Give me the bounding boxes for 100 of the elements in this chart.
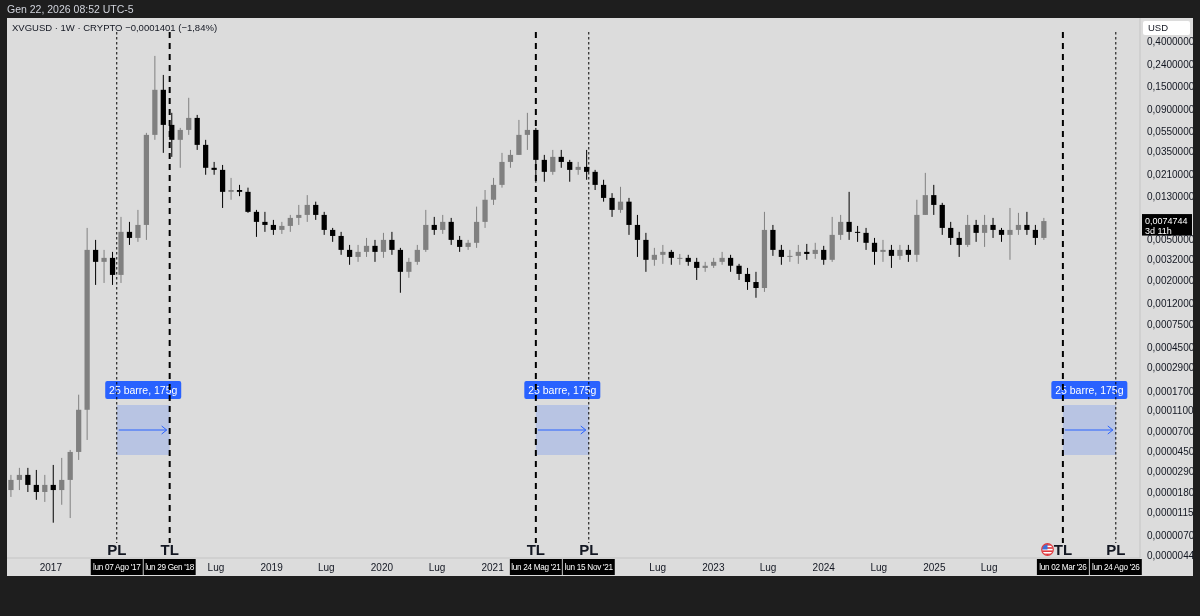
y-tick-label: 0,0350000 (1147, 146, 1195, 158)
candlestick (634, 214, 641, 258)
candlestick (838, 214, 844, 241)
candlestick (126, 221, 133, 246)
candlestick (279, 221, 285, 235)
text: XVGUSD · 1W · CRYPTO −0,0001401 (−1,84%) (12, 22, 218, 33)
candlestick (186, 97, 192, 136)
candlestick (643, 232, 649, 273)
y-tick-label: 0,2400000 (1147, 59, 1195, 71)
candlestick (871, 237, 878, 266)
ref-line-label: PL (579, 541, 599, 558)
x-tick-label: lun 24 Ago '26 (1092, 563, 1141, 572)
candlestick (355, 244, 361, 263)
candlestick (473, 206, 480, 249)
y-tick-label: 0,0032000 (1147, 253, 1195, 265)
candlestick (313, 201, 319, 221)
candlestick (296, 204, 302, 226)
candlestick (465, 239, 471, 251)
candlestick (135, 209, 141, 243)
candlestick (414, 244, 420, 266)
candlestick (744, 267, 751, 291)
candlestick (490, 177, 497, 206)
candlestick (956, 231, 962, 258)
candlestick (338, 231, 344, 256)
candlestick (888, 244, 895, 269)
text: 0,0074744 (1145, 216, 1188, 227)
x-tick-label: Lug (428, 562, 446, 573)
x-tick-label: lun 29 Gen '18 (145, 563, 195, 572)
candlestick (854, 225, 861, 243)
x-tick-label: Lug (317, 562, 335, 573)
candlestick (981, 214, 988, 248)
candlestick (846, 191, 852, 241)
x-tick-label: 2024 (812, 562, 836, 573)
candlestick (931, 184, 937, 216)
candlestick (541, 154, 547, 183)
candlestick (33, 469, 39, 501)
candlestick (304, 194, 310, 223)
candlestick (990, 217, 996, 239)
y-tick-label: 0,0000070 (1147, 529, 1195, 541)
candlestick (973, 219, 979, 243)
x-tick-label: 2017 (39, 562, 63, 573)
y-tick-label: 0,0004500 (1147, 342, 1195, 354)
y-tick-label: 0,1500000 (1147, 80, 1195, 92)
x-tick-label: Lug (980, 562, 998, 573)
x-tick-label: Lug (759, 562, 777, 573)
candlestick (245, 187, 251, 214)
candlestick (922, 172, 928, 216)
candlestick (228, 177, 234, 201)
y-tick-label: 0,0002900 (1147, 361, 1195, 373)
candlestick (770, 224, 776, 257)
candlestick (397, 247, 404, 294)
candlestick (25, 467, 31, 493)
candlestick (948, 221, 954, 246)
candlestick (499, 152, 505, 189)
y-tick-label: 0,0001700 (1147, 385, 1195, 397)
band-label: 25 barre, 175g (109, 384, 178, 396)
y-tick-label: 0,0020000 (1147, 274, 1195, 286)
candlestick (677, 253, 683, 266)
candlestick (448, 217, 454, 246)
candlestick (1007, 207, 1013, 261)
candlestick (592, 169, 598, 191)
candlestick (1015, 212, 1022, 236)
candlestick (482, 189, 488, 229)
candlestick (516, 119, 522, 156)
candlestick (880, 239, 886, 263)
x-tick-label: 2025 (923, 562, 946, 573)
x-tick-label: Lug (870, 562, 888, 573)
candlestick (389, 231, 395, 256)
y-tick-label: 0,0210000 (1147, 169, 1195, 181)
candlestick (897, 244, 903, 261)
candlestick (626, 197, 632, 236)
candlestick (567, 159, 573, 183)
candlestick (262, 211, 268, 233)
candlestick (524, 112, 531, 151)
candlestick (1041, 217, 1047, 241)
candlestick (753, 271, 759, 299)
candlestick (1032, 224, 1038, 246)
candlestick (795, 244, 801, 265)
y-tick-label: 0,0000700 (1147, 425, 1195, 437)
candlestick (778, 244, 785, 266)
y-tick-label: 0,0130000 (1147, 190, 1195, 202)
candlestick (346, 244, 353, 266)
y-tick-label: 0,0550000 (1147, 125, 1195, 137)
x-tick-label: 2019 (260, 562, 284, 573)
candlestick (42, 474, 48, 503)
x-tick-label: Lug (649, 562, 667, 573)
candlestick (600, 179, 607, 203)
candlestick (50, 464, 56, 524)
candlestick (92, 239, 99, 286)
candlestick (59, 457, 65, 506)
chart-subtitle: Gen 22, 2026 08:52 UTC-5 (7, 3, 134, 15)
candlestick (253, 209, 260, 238)
candlestick (203, 139, 209, 176)
x-tick-label: lun 07 Ago '17 (93, 563, 142, 572)
candlestick (16, 467, 23, 491)
y-tick-label: 0,0000180 (1147, 486, 1195, 498)
ref-line-label: TL (1053, 541, 1073, 558)
y-tick-label: 0,0900000 (1147, 103, 1195, 115)
candlestick (321, 211, 327, 236)
y-tick-label: 0,0000115 (1147, 507, 1194, 519)
